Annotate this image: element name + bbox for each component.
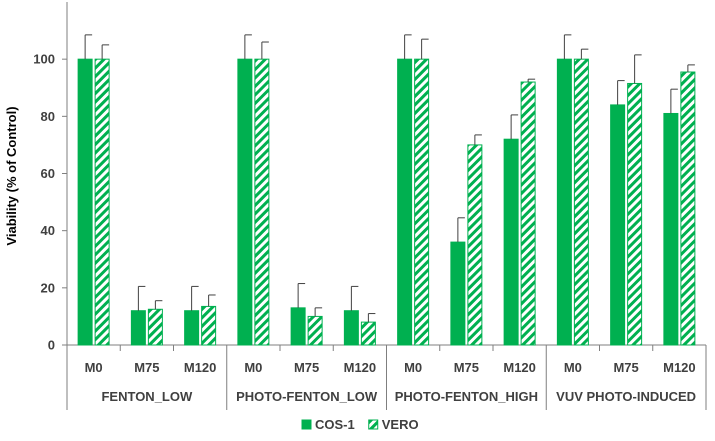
y-tick-label: 20: [41, 280, 55, 295]
y-tick-label: 80: [41, 109, 55, 124]
group-label: VUV PHOTO-INDUCED: [556, 389, 696, 404]
bar-vero-fenton-low-m75: [147, 308, 163, 346]
bar-cos-1-photo-fenton-low-m120: [343, 310, 359, 346]
category-label: M75: [134, 360, 159, 375]
bar-vero-photo-fenton-high-m120: [520, 81, 536, 346]
bar-vero-photo-fenton-low-m0: [254, 58, 270, 346]
group-label: PHOTO-FENTON_HIGH: [395, 389, 538, 404]
category-label: M75: [454, 360, 479, 375]
y-tick-label: 40: [41, 223, 55, 238]
bar-cos-1-fenton-low-m0: [77, 58, 93, 346]
legend-label-cos-1: COS-1: [315, 417, 355, 432]
bar-cos-1-photo-fenton-high-m120: [503, 138, 519, 346]
y-axis-title: Viability (% of Control): [4, 106, 19, 245]
legend-swatch-vero: [368, 419, 379, 430]
category-label: M75: [613, 360, 638, 375]
bar-cos-1-fenton-low-m120: [184, 310, 200, 346]
category-label: M75: [294, 360, 319, 375]
bar-vero-vuv-photo-induced-m120: [680, 71, 696, 346]
bar-vero-vuv-photo-induced-m75: [627, 82, 643, 346]
bar-vero-fenton-low-m120: [201, 305, 217, 346]
category-label: M120: [663, 360, 696, 375]
category-label: M0: [564, 360, 582, 375]
bar-cos-1-photo-fenton-low-m75: [290, 307, 306, 346]
category-label: M0: [85, 360, 103, 375]
bar-vero-photo-fenton-low-m75: [307, 315, 323, 346]
bar-vero-photo-fenton-high-m0: [414, 58, 430, 346]
y-tick-label: 100: [33, 52, 55, 67]
bar-cos-1-vuv-photo-induced-m75: [610, 104, 626, 346]
bar-cos-1-vuv-photo-induced-m120: [663, 112, 679, 346]
category-label: M120: [184, 360, 217, 375]
bar-cos-1-photo-fenton-high-m75: [450, 241, 466, 346]
y-tick-label: 60: [41, 166, 55, 181]
bar-vero-vuv-photo-induced-m0: [573, 58, 589, 346]
category-label: M120: [344, 360, 377, 375]
bar-cos-1-vuv-photo-induced-m0: [556, 58, 572, 346]
bar-vero-photo-fenton-low-m120: [360, 321, 376, 346]
category-label: M0: [404, 360, 422, 375]
category-label: M0: [244, 360, 262, 375]
legend-swatch-cos-1: [301, 419, 312, 430]
y-tick-label: 0: [48, 338, 55, 353]
bar-cos-1-photo-fenton-low-m0: [237, 58, 253, 346]
bar-cos-1-photo-fenton-high-m0: [397, 58, 413, 346]
category-label: M120: [503, 360, 536, 375]
bar-vero-photo-fenton-high-m75: [467, 144, 483, 346]
group-label: FENTON_LOW: [101, 389, 192, 404]
bar-cos-1-fenton-low-m75: [130, 310, 146, 346]
group-label: PHOTO-FENTON_LOW: [236, 389, 378, 404]
legend-label-vero: VERO: [382, 417, 419, 432]
legend: COS-1 VERO: [301, 417, 419, 432]
bar-vero-fenton-low-m0: [94, 58, 110, 346]
